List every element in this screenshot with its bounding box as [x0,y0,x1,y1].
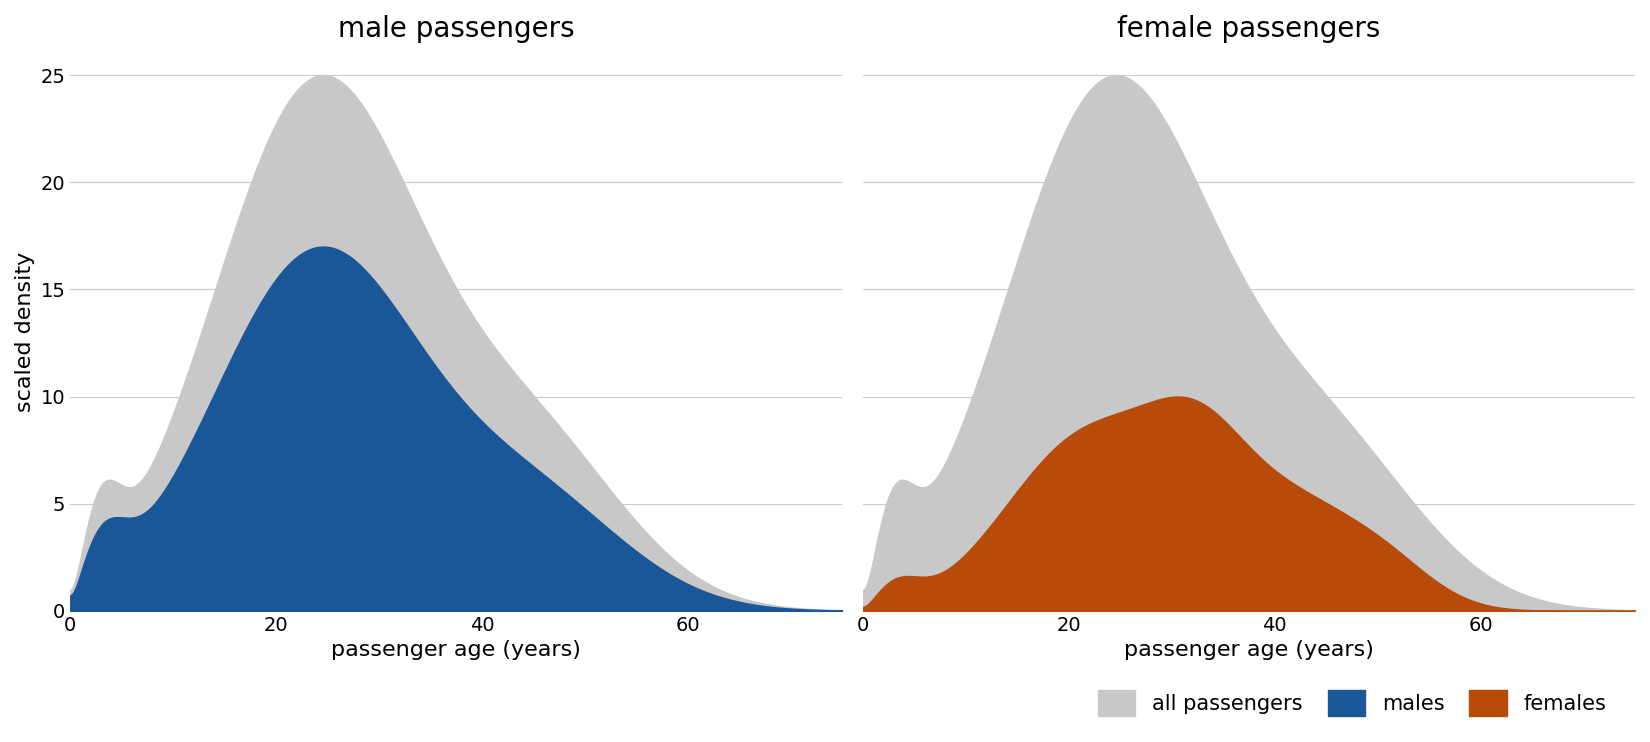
X-axis label: passenger age (years): passenger age (years) [332,640,581,660]
X-axis label: passenger age (years): passenger age (years) [1124,640,1374,660]
Title: male passengers: male passengers [338,15,574,43]
Y-axis label: scaled density: scaled density [15,252,35,413]
Legend: all passengers, males, females: all passengers, males, females [1089,682,1615,724]
Title: female passengers: female passengers [1117,15,1381,43]
